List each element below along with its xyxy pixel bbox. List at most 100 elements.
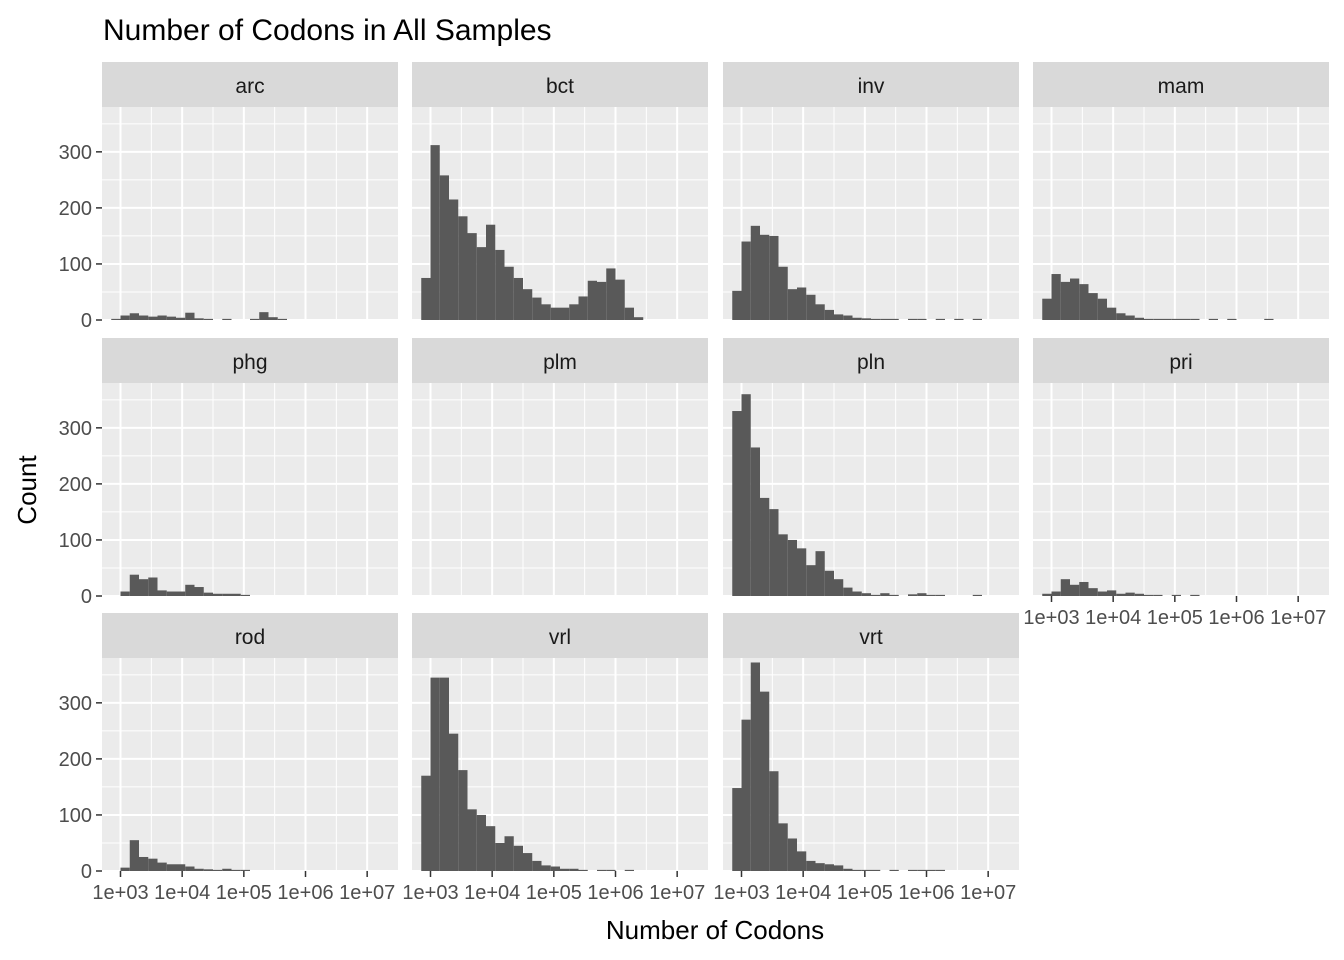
x-tick-label: 1e+03 (92, 882, 148, 904)
histogram-bar (1134, 317, 1144, 320)
histogram-bar (240, 594, 250, 596)
histogram-bar (541, 865, 551, 871)
histogram-bar (129, 574, 139, 596)
panel-background (102, 383, 398, 596)
histogram-bar (569, 868, 579, 871)
facet-label: vrt (859, 626, 882, 649)
histogram-bar (495, 842, 505, 871)
histogram-bar (1079, 284, 1089, 320)
histogram-bar (120, 591, 130, 596)
histogram-bar (606, 268, 616, 320)
histogram-bar (597, 869, 607, 871)
histogram-bar (861, 318, 871, 320)
histogram-bar (449, 199, 459, 320)
histogram-bar (430, 145, 440, 320)
histogram-bar (889, 318, 899, 320)
facet-label: pri (1169, 351, 1192, 374)
x-tick-label: 1e+06 (587, 882, 643, 904)
histogram-bar (1153, 318, 1163, 320)
x-tick-label: 1e+06 (277, 882, 333, 904)
histogram-bar (972, 318, 982, 320)
histogram-bar (760, 691, 770, 871)
histogram-bar (458, 770, 468, 871)
histogram-bar (421, 277, 431, 320)
facet-rod: rod 0 100 200 300 1e+03 1e+04 1e+05 1e+06 1e+07 (59, 613, 398, 904)
histogram-bar (732, 411, 742, 596)
histogram-bar (908, 318, 918, 320)
histogram-bar (852, 591, 862, 596)
x-tick-label: 1e+03 (713, 882, 769, 904)
histogram-bar (852, 317, 862, 320)
histogram-bar (787, 838, 797, 871)
histogram-bar (1227, 318, 1237, 320)
histogram-bar (458, 216, 468, 320)
histogram-bar (843, 315, 853, 320)
histogram-bar (222, 593, 232, 596)
histogram-bar (1070, 584, 1080, 596)
x-tick-label: 1e+04 (464, 882, 520, 904)
histogram-bar (476, 814, 486, 871)
histogram-bar (871, 869, 881, 871)
histogram-bar (935, 594, 945, 596)
histogram-bar (486, 224, 496, 320)
histogram-bar (476, 247, 486, 320)
histogram-bar (203, 592, 213, 596)
histogram-bar (268, 317, 278, 320)
histogram-bar (861, 869, 871, 871)
histogram-bar (578, 296, 588, 320)
histogram-bar (1153, 594, 1163, 596)
histogram-bar (1097, 298, 1107, 320)
facet-label: bct (546, 75, 574, 98)
facet-strip (1033, 338, 1329, 383)
histogram-bar (166, 864, 176, 871)
histogram-bar (1264, 318, 1274, 320)
histogram-bar (1162, 318, 1172, 320)
histogram-bar (834, 865, 844, 871)
histogram-bar (1088, 588, 1098, 596)
histogram-bar (1097, 591, 1107, 596)
facet-strip (1033, 62, 1329, 107)
histogram-bar (1144, 594, 1154, 596)
facet-pln: pln (723, 338, 1019, 597)
histogram-bar (111, 318, 121, 320)
histogram-bar (778, 266, 788, 320)
histogram-bar (185, 312, 195, 320)
histogram-bar (495, 249, 505, 320)
facet-label: arc (235, 75, 264, 98)
panel-background (412, 383, 708, 596)
histogram-bar (157, 590, 167, 596)
histogram-bar (741, 241, 751, 320)
histogram-bar (587, 280, 597, 320)
facet-mam: mam (1033, 62, 1329, 321)
x-tick-label: 1e+04 (775, 882, 831, 904)
histogram-bar (421, 775, 431, 871)
y-axis-title: Count (12, 455, 42, 525)
facet-label: vrl (549, 626, 571, 649)
histogram-bar (624, 869, 634, 871)
facet-panels: arc 0 100 200 300 bct inv mam phg 0 100 200 300 plm pl… (59, 62, 1329, 904)
x-tick-label: 1e+05 (1147, 607, 1203, 629)
histogram-bar (815, 551, 825, 596)
histogram-bar (222, 318, 232, 320)
x-tick-label: 1e+07 (339, 882, 395, 904)
histogram-bar (250, 318, 260, 320)
y-tick-label: 0 (81, 861, 92, 883)
histogram-bar (1116, 593, 1126, 596)
histogram-bar (1144, 318, 1154, 320)
histogram-bar (194, 587, 204, 596)
histogram-bar (1070, 278, 1080, 320)
histogram-bar (203, 318, 213, 320)
histogram-bar (1171, 594, 1181, 596)
histogram-bar (194, 318, 204, 320)
histogram-bar (185, 584, 195, 596)
histogram-bar (486, 826, 496, 871)
histogram-bar (1107, 307, 1117, 320)
histogram-bar (157, 315, 167, 320)
histogram-bar (1107, 590, 1117, 596)
histogram-bar (834, 314, 844, 320)
histogram-bar (176, 864, 186, 871)
y-tick-label: 100 (59, 254, 92, 276)
histogram-bar (908, 869, 918, 871)
histogram-bar (120, 867, 130, 871)
histogram-bar (139, 315, 149, 320)
